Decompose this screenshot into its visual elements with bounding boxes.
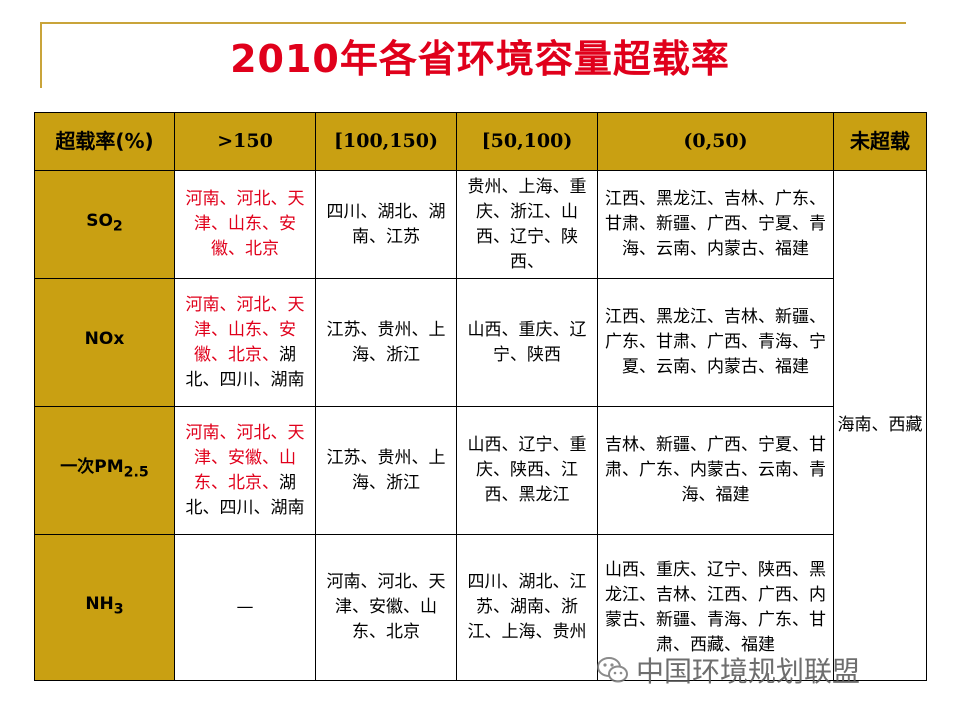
header-row: 超载率(%) >150 [100,150) [50,100) (0,50) 未超… (34, 112, 927, 171)
pollutant-subscript: 2 (112, 218, 123, 235)
left-rule (40, 22, 42, 88)
cell-50-100: 山西、重庆、辽宁、陕西 (456, 278, 598, 407)
provinces-black: — (236, 597, 254, 617)
pollutant-name: NOx (84, 329, 125, 350)
cell-100-150: 江苏、贵州、上海、浙江 (315, 278, 457, 407)
header-50-100: [50,100) (456, 112, 598, 171)
watermark-text: 中国环境规划联盟 (636, 655, 861, 688)
row-label-nh3: NH3 (34, 534, 175, 681)
cell-0-50: 吉林、新疆、广西、宁夏、甘肃、广东、内蒙古、云南、青海、福建 (597, 406, 834, 535)
table-row: 一次PM2.5 河南、河北、天津、安徽、山东、北京、湖北、四川、湖南 江苏、贵州… (34, 406, 927, 535)
pollutant-name: SO (86, 211, 113, 232)
header-not-exceeded: 未超载 (833, 112, 927, 171)
provinces-black: 湖北、四川、湖南 (185, 344, 305, 390)
cell-gt150: 河南、河北、天津、安徽、山东、北京、湖北、四川、湖南 (174, 406, 316, 535)
provinces-red: 河南、河北、天津、安徽、山东、北京、 (185, 422, 305, 493)
table-row: SO2 河南、河北、天津、山东、安徽、北京 四川、湖北、湖南、江苏 贵州、上海、… (34, 170, 927, 681)
header-100-150: [100,150) (315, 112, 457, 171)
row-label-so2: SO2 (34, 170, 175, 279)
pollutant-name: 一次PM (60, 457, 124, 478)
watermark: 中国环境规划联盟 (596, 650, 860, 690)
row-label-pm25: 一次PM2.5 (34, 406, 175, 535)
cell-0-50: 江西、黑龙江、吉林、广东、甘肃、新疆、广西、宁夏、青海、云南、内蒙古、福建 (597, 170, 834, 279)
provinces-red: 河南、河北、天津、山东、安徽、北京、 (185, 294, 305, 365)
cell-50-100: 四川、湖北、江苏、湖南、浙江、上海、贵州 (456, 534, 598, 681)
table-row: NH3 — 河南、河北、天津、安徽、山东、北京 四川、湖北、江苏、湖南、浙江、上… (34, 534, 927, 681)
page-title: 2010年各省环境容量超载率 (230, 37, 730, 81)
table-row: NOx 河南、河北、天津、山东、安徽、北京、湖北、四川、湖南 江苏、贵州、上海、… (34, 278, 927, 407)
cell-gt150: 河南、河北、天津、山东、安徽、北京 (174, 170, 316, 279)
top-rule (40, 22, 906, 24)
cell-50-100: 山西、辽宁、重庆、陕西、江西、黑龙江 (456, 406, 598, 535)
wechat-icon (596, 655, 630, 685)
cell-100-150: 江苏、贵州、上海、浙江 (315, 406, 457, 535)
pollutant-name: NH (85, 594, 114, 615)
provinces-red: 河南、河北、天津、山东、安徽、北京 (185, 189, 305, 259)
cell-gt150: — (174, 534, 316, 681)
cell-100-150: 四川、湖北、湖南、江苏 (315, 170, 457, 279)
pollutant-subscript: 2.5 (123, 464, 149, 481)
cell-not-exceeded: 海南、西藏 (833, 170, 927, 681)
cell-gt150: 河南、河北、天津、山东、安徽、北京、湖北、四川、湖南 (174, 278, 316, 407)
header-rate: 超载率(%) (34, 112, 175, 171)
cell-0-50: 山西、重庆、辽宁、陕西、黑龙江、吉林、江西、广西、内蒙古、新疆、青海、广东、甘肃… (597, 534, 834, 681)
row-label-nox: NOx (34, 278, 175, 407)
cell-50-100: 贵州、上海、重庆、浙江、山西、辽宁、陕西、 (456, 170, 598, 279)
cell-0-50: 江西、黑龙江、吉林、新疆、广东、甘肃、广西、青海、宁夏、云南、内蒙古、福建 (597, 278, 834, 407)
pollutant-subscript: 3 (113, 601, 124, 618)
overload-table: 超载率(%) >150 [100,150) [50,100) (0,50) 未超… (34, 112, 927, 681)
header-gt150: >150 (174, 112, 316, 171)
cell-100-150: 河南、河北、天津、安徽、山东、北京 (315, 534, 457, 681)
provinces-black: 湖北、四川、湖南 (185, 472, 305, 518)
header-0-50: (0,50) (597, 112, 834, 171)
